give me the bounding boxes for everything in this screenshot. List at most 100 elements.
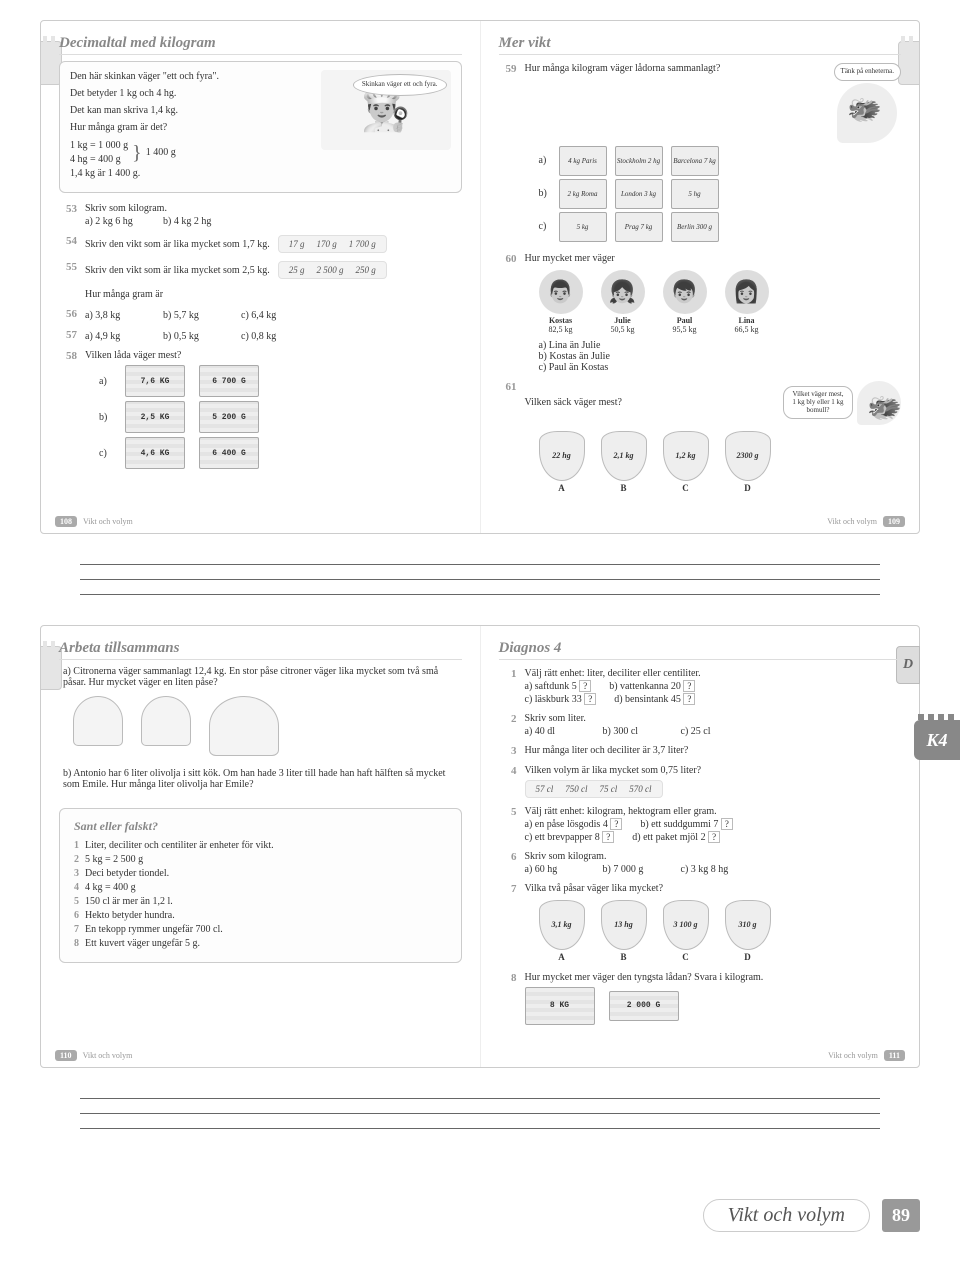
outer-page-number: 89 [882,1199,920,1232]
calc-line: 1 kg = 1 000 g [70,139,128,153]
section-title: Arbeta tillsammans [59,640,462,660]
face-icon: 👨 [539,270,583,314]
footer-text: Vikt och volym [83,517,133,526]
sub-d: d) bensintank 45 [614,694,681,705]
chip: 170 g [316,239,336,249]
bag: 3 100 g [663,900,709,950]
task-num: 56 [59,308,77,321]
sub-b: b) 4 kg 2 hg [163,216,223,227]
bag-row: 3,1 kgA 13 hgB 3 100 gC 310 gD [539,900,902,962]
crate: 2,5 KG [125,401,185,433]
sub-a: a) en påse lösgodis 4 [525,819,608,830]
page-number: 108 [55,516,77,527]
task-55: 55 Skriv den vikt som är lika mycket som… [59,261,462,279]
face-icon: 👧 [601,270,645,314]
sack-letter: C [663,483,709,493]
task-d2: 2 Skriv som liter. a) 40 dl b) 300 cl c)… [499,713,902,737]
task-title: Skriv den vikt som är lika mycket som 1,… [85,239,270,250]
task-num: 1 [499,668,517,705]
task-57: 57 a) 4,9 kg b) 0,5 kg c) 0,8 kg [59,329,462,342]
answer-box: ? [579,680,591,692]
sub-c: c) 25 cl [681,726,741,737]
person-name: Lina [738,316,754,325]
task-title: Hur många kilogram väger lådorna sammanl… [525,63,721,74]
face-icon: 👦 [663,270,707,314]
person-name: Paul [677,316,693,325]
chapter-title: Vikt och volym [703,1199,870,1232]
person-weight: 95,5 kg [673,325,697,334]
chipbar: 17 g 170 g 1 700 g [278,235,387,253]
task-title: Hur många liter och deciliter är 3,7 lit… [525,745,902,757]
section-title: Diagnos 4 [499,640,902,660]
sack-row: 22 hgA 2,1 kgB 1,2 kgC 2300 gD [539,431,902,493]
box: Stockholm 2 hg [615,146,663,176]
writing-lines [80,564,880,595]
page-footer: 108 Vikt och volym [55,516,133,527]
task-num: 59 [499,63,517,245]
intro-line: Den här skinkan väger "ett och fyra". [70,70,311,84]
task-num: 6 [499,851,517,875]
sant-item: Ett kuvert väger ungefär 5 g. [85,938,200,949]
sub-a: a) 60 hg [525,864,585,875]
box: 2 kg Roma [559,179,607,209]
task-title: Välj rätt enhet: kilogram, hektogram ell… [525,806,902,817]
row-label: b) [539,188,551,199]
crate: 6 400 G [199,437,259,469]
bag: 13 hg [601,900,647,950]
chip: 17 g [289,239,305,249]
page-110: Arbeta tillsammans a) Citronerna väger s… [41,626,481,1067]
sub-d: d) ett paket mjöl 2 [632,832,705,843]
sub-b: b) 7 000 g [603,864,663,875]
task-title: Vilken säck väger mest? [525,397,622,408]
sub-a: a) Lina än Julie [539,340,902,351]
section-title: Decimaltal med kilogram [59,35,462,55]
sack-letter: B [601,483,647,493]
page-footer: Vikt och volym 111 [828,1050,905,1061]
task-num: 61 [499,381,517,495]
box: 4 kg Paris [559,146,607,176]
bag: 3,1 kg [539,900,585,950]
chipbar: 57 cl 750 cl 75 cl 570 cl [525,780,663,798]
sack-letter: D [725,483,771,493]
bag-icon [209,696,279,756]
chip: 570 cl [629,784,651,794]
crate: 2 000 G [609,991,679,1021]
task-num: 8 [499,972,517,1029]
sant-item: En tekopp rymmer ungefär 700 cl. [85,924,223,935]
footer-text: Vikt och volym [83,1051,133,1060]
task-title: Skriv som kilogram. [85,203,462,214]
brace-icon: } [132,148,142,158]
sub-b: b) ett suddgummi 7 [640,819,718,830]
task-num: 54 [59,235,77,253]
sack-letter: A [539,483,585,493]
page-number: 110 [55,1050,77,1061]
k4-badge: K4 [914,720,960,760]
intro-box: Den här skinkan väger "ett och fyra". De… [59,61,462,193]
crate: 8 KG [525,987,595,1025]
task-num: 53 [59,203,77,227]
sub-a: a) 3,8 kg [85,310,145,321]
footer-text: Vikt och volym [827,517,877,526]
chip: 57 cl [536,784,554,794]
task-56: 56 a) 3,8 kg b) 5,7 kg c) 6,4 kg [59,308,462,321]
chip: 1 700 g [349,239,376,249]
calc-line: 4 hg = 400 g [70,153,128,167]
intro-line: Det kan man skriva 1,4 kg. [70,104,311,118]
chip: 750 cl [565,784,587,794]
box: 5 kg [559,212,607,242]
sub-a: a) 2 kg 6 hg [85,216,145,227]
page-number: 111 [884,1050,905,1061]
task-num: 57 [59,329,77,342]
chip: 25 g [289,265,305,275]
task-num: 2 [499,713,517,737]
dragon-icon [857,381,901,425]
page-108: Decimaltal med kilogram Den här skinkan … [41,21,481,533]
sack: 22 hg [539,431,585,481]
sub-c: c) Paul än Kostas [539,362,902,373]
page-number: 109 [883,516,905,527]
bottom-bar: Vikt och volym 89 [0,1179,960,1262]
sant-item: 150 cl är mer än 1,2 l. [85,896,173,907]
intro-text: Den här skinkan väger "ett och fyra". De… [70,70,311,184]
sub-a: a) 40 dl [525,726,585,737]
task-53: 53 Skriv som kilogram. a) 2 kg 6 hg b) 4… [59,203,462,227]
